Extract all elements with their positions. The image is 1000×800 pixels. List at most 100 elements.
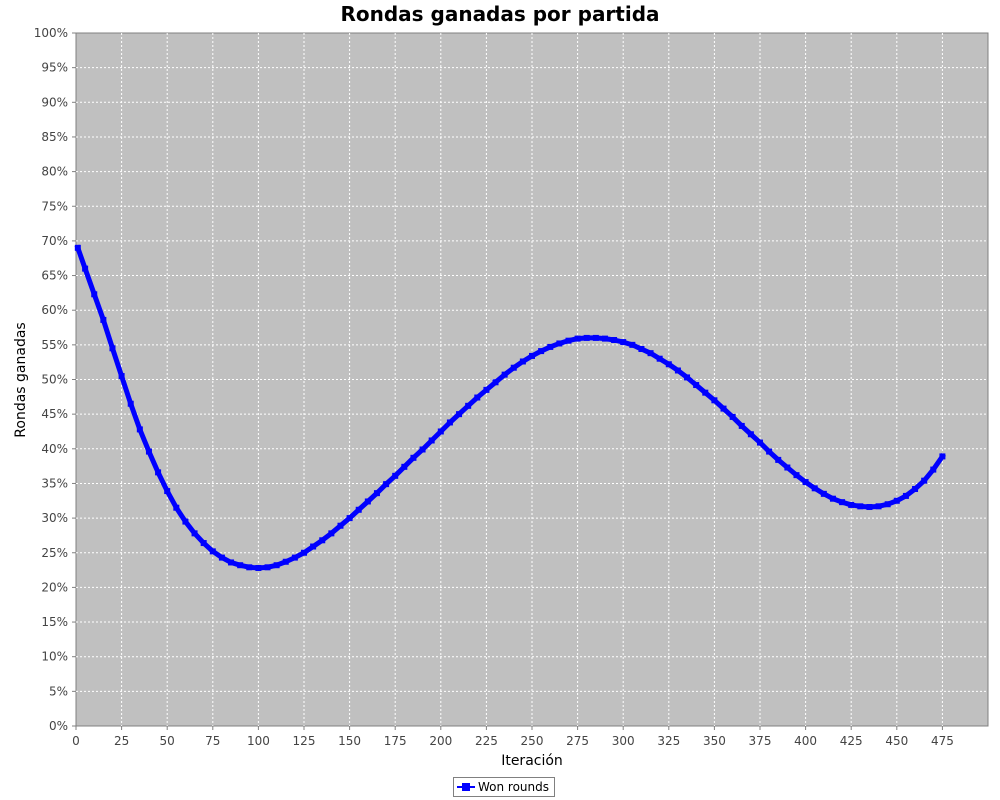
- data-point: [501, 371, 508, 378]
- data-point: [109, 345, 116, 352]
- data-point: [209, 548, 216, 555]
- data-point: [766, 448, 773, 455]
- data-point: [328, 530, 335, 537]
- data-point: [319, 537, 326, 544]
- data-point: [100, 316, 107, 323]
- y-tick-label: 55%: [41, 338, 68, 352]
- data-point: [893, 497, 900, 504]
- data-point: [693, 382, 700, 389]
- data-point: [912, 485, 919, 492]
- data-point: [264, 564, 271, 571]
- data-point: [301, 549, 307, 556]
- y-tick-label: 45%: [41, 407, 68, 421]
- data-point: [155, 469, 162, 476]
- data-point: [839, 499, 846, 506]
- y-tick-label: 35%: [41, 476, 68, 490]
- data-point: [310, 543, 317, 550]
- y-tick-label: 95%: [41, 61, 68, 75]
- data-point: [364, 498, 371, 505]
- x-tick-label: 125: [293, 734, 316, 748]
- y-tick-label: 0%: [49, 719, 68, 733]
- data-point: [711, 397, 718, 404]
- y-tick-label: 100%: [34, 26, 68, 40]
- data-point: [665, 361, 672, 368]
- data-point: [793, 472, 800, 479]
- y-tick-label: 5%: [49, 684, 68, 698]
- grid-layer: [76, 33, 988, 726]
- data-point: [82, 265, 89, 272]
- data-point: [930, 466, 937, 473]
- data-point: [218, 554, 225, 561]
- data-point: [547, 343, 554, 350]
- data-point: [720, 405, 727, 412]
- data-point: [282, 558, 289, 565]
- chart-title: Rondas ganadas por partida: [340, 2, 660, 26]
- y-tick-label: 75%: [41, 199, 68, 213]
- data-point: [684, 374, 691, 381]
- x-tick-label: 100: [247, 734, 270, 748]
- data-point: [428, 437, 435, 444]
- data-point: [346, 515, 353, 522]
- data-point: [820, 490, 827, 497]
- data-point: [784, 464, 791, 471]
- data-point: [273, 562, 280, 569]
- data-point: [921, 477, 928, 484]
- data-point: [373, 490, 380, 497]
- y-axis-label: Rondas ganadas: [13, 322, 29, 437]
- x-tick-label: 150: [338, 734, 361, 748]
- y-tick-label: 20%: [41, 580, 68, 594]
- x-tick-label: 325: [657, 734, 680, 748]
- y-tick-label: 40%: [41, 442, 68, 456]
- data-point: [228, 559, 235, 566]
- y-tick-label: 90%: [41, 95, 68, 109]
- x-tick-label: 450: [885, 734, 908, 748]
- x-tick-label: 225: [475, 734, 498, 748]
- data-point: [118, 373, 125, 380]
- y-tick-label: 85%: [41, 130, 68, 144]
- data-point: [583, 334, 590, 341]
- data-point: [474, 394, 481, 401]
- x-tick-label: 275: [566, 734, 589, 748]
- data-point: [674, 367, 681, 374]
- y-tick-label: 15%: [41, 615, 68, 629]
- x-tick-label: 175: [384, 734, 407, 748]
- x-tick-label: 375: [749, 734, 772, 748]
- data-point: [829, 495, 836, 502]
- data-point: [337, 522, 344, 529]
- data-point: [747, 431, 754, 438]
- y-tick-label: 25%: [41, 546, 68, 560]
- y-tick-label: 70%: [41, 234, 68, 248]
- x-tick-label: 350: [703, 734, 726, 748]
- data-point: [538, 348, 545, 355]
- data-point: [620, 339, 627, 346]
- data-point: [519, 358, 526, 365]
- data-point: [255, 565, 262, 571]
- data-point: [647, 350, 654, 357]
- data-point: [629, 341, 636, 348]
- x-tick-label: 400: [794, 734, 817, 748]
- legend-swatch: [457, 782, 475, 792]
- data-point: [465, 402, 472, 409]
- data-point: [529, 352, 535, 359]
- data-point: [437, 428, 444, 435]
- data-point: [401, 463, 408, 470]
- data-point: [410, 454, 417, 461]
- data-point: [145, 448, 152, 455]
- data-point: [857, 503, 864, 510]
- data-point: [656, 355, 663, 362]
- data-point: [446, 419, 453, 426]
- y-tick-label: 65%: [41, 269, 68, 283]
- data-point: [246, 564, 253, 571]
- legend: Won rounds: [453, 777, 556, 797]
- legend-label: Won rounds: [478, 780, 550, 794]
- data-point: [601, 335, 608, 342]
- y-tick-label: 10%: [41, 650, 68, 664]
- data-point: [875, 503, 882, 510]
- data-point: [556, 340, 563, 347]
- data-point: [802, 479, 809, 486]
- data-point: [939, 453, 946, 460]
- x-tick-label: 25: [114, 734, 129, 748]
- data-point: [136, 426, 143, 433]
- data-point: [237, 562, 244, 569]
